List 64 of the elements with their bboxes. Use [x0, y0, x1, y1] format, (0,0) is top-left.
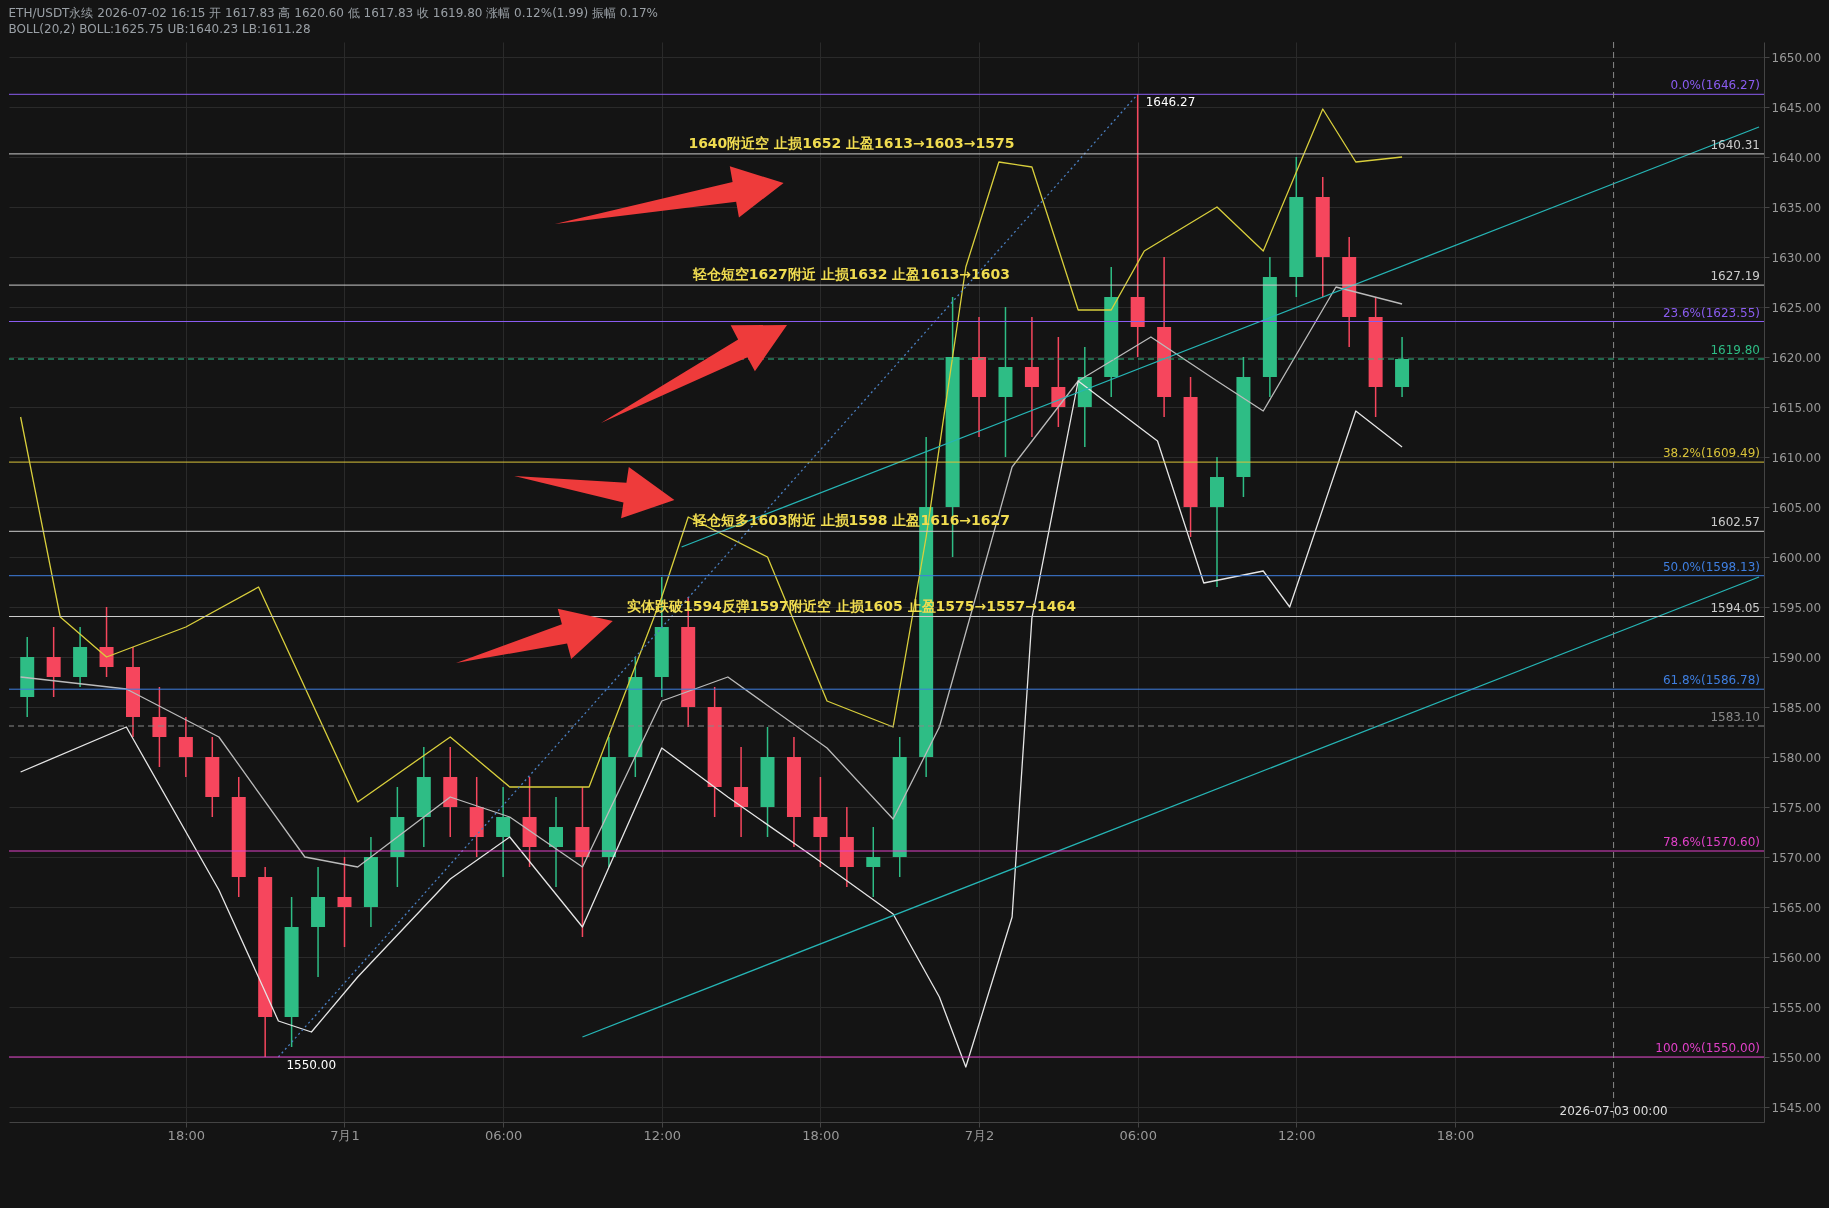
candlestick: [337, 856, 352, 948]
y-tick-label: 1625.00: [1771, 300, 1822, 315]
line-series: [19, 286, 1403, 868]
y-tick-label: 1585.00: [1771, 700, 1822, 715]
y-tick-label: 1590.00: [1771, 650, 1822, 665]
ref-line-label: 23.6%(1623.55): [1662, 305, 1760, 320]
y-tick-label: 1545.00: [1771, 1100, 1822, 1115]
y-tick-label: 1630.00: [1771, 250, 1822, 265]
annotation: 1640附近空 止损1652 止盈1613→1603→1575: [688, 134, 1015, 151]
x-tick-label: 18:00: [1436, 1127, 1475, 1143]
ref-line-label: 1627.19: [1710, 269, 1760, 284]
ref-line-label: 1640.31: [1710, 137, 1760, 152]
y-tick-label: 1565.00: [1771, 900, 1822, 915]
y-tick-label: 1580.00: [1771, 750, 1822, 765]
ref-line-label: 1583.10: [1710, 710, 1760, 724]
candlestick: [734, 746, 749, 838]
y-tick-label: 1640.00: [1771, 150, 1822, 165]
y-tick-label: 1615.00: [1771, 400, 1822, 415]
y-tick-label: 1650.00: [1771, 50, 1822, 65]
candlestick: [46, 626, 61, 698]
y-tick-label: 1610.00: [1771, 450, 1822, 465]
candlestick: [813, 776, 828, 868]
y-tick-label: 1645.00: [1771, 100, 1822, 115]
y-tick-label: 1635.00: [1771, 200, 1822, 215]
x-tick-label: 06:00: [484, 1127, 523, 1143]
ref-line-label: 1619.80: [1710, 343, 1760, 357]
candlestick: [549, 796, 564, 888]
candlestick: [152, 686, 167, 768]
ref-line-label: 1594.05: [1710, 600, 1760, 615]
ref-line-label: 2026-07-03 00:00: [1559, 1104, 1668, 1118]
x-tick-label: 18:00: [802, 1127, 840, 1143]
ref-line-label: 61.8%(1586.78): [1662, 673, 1760, 688]
candlestick: [496, 786, 511, 878]
ref-line-label: 1602.57: [1710, 515, 1760, 530]
y-tick-label: 1620.00: [1771, 350, 1822, 365]
text: ETH/USDT永续 2026-07-02 16:15 开 1617.83 高 1620.60 低 1617.83 收 1619.80 涨幅 0.12%(1.99) 振幅 0.17%: [8, 5, 658, 20]
ref-line-label: 100.0%(1550.00): [1655, 1041, 1760, 1055]
x-tick-label: 7月2: [964, 1127, 995, 1143]
x-tick-label: 06:00: [1119, 1127, 1157, 1143]
line-series: [19, 380, 1403, 1068]
y-tick-label: 1555.00: [1771, 1000, 1822, 1015]
y-tick-label: 1575.00: [1771, 800, 1822, 815]
candlestick: [178, 716, 193, 778]
y-tick-label: 1550.00: [1771, 1050, 1822, 1065]
y-tick-label: 1570.00: [1771, 850, 1822, 865]
ref-line-label: 0.0%(1646.27): [1670, 78, 1760, 93]
annotation: 1550.00: [286, 1058, 337, 1072]
x-tick-label: 18:00: [167, 1127, 206, 1143]
ref-line-label: 38.2%(1609.49): [1662, 446, 1760, 461]
candlestick: [866, 826, 881, 898]
candlestick: [1024, 316, 1039, 438]
y-tick-label: 1605.00: [1771, 500, 1822, 515]
candlestick: [1130, 93, 1145, 358]
x-tick-label: 7月1: [330, 1127, 360, 1143]
y-tick-label: 1600.00: [1771, 550, 1822, 565]
x-tick-label: 12:00: [643, 1127, 681, 1143]
y-tick-label: 1595.00: [1771, 600, 1822, 615]
candlestick: [99, 606, 114, 678]
x-tick-label: 12:00: [1278, 1127, 1316, 1143]
text: BOLL(20,2) BOLL:1625.75 UB:1640.23 LB:1611.28: [8, 21, 311, 36]
ref-line-label: 78.6%(1570.60): [1662, 835, 1760, 849]
annotation: 1646.27: [1145, 95, 1196, 110]
y-tick-label: 1560.00: [1771, 950, 1822, 965]
ref-line-label: 50.0%(1598.13): [1662, 559, 1760, 574]
